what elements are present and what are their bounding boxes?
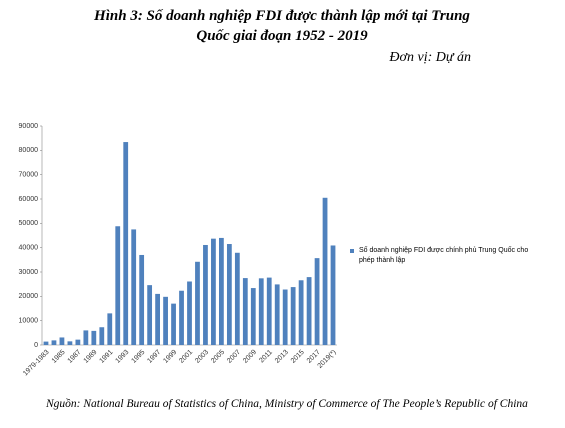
chart-subtitle: Đơn vị: Dự án [389, 50, 471, 65]
x-tick-label: 1985 [51, 349, 67, 365]
y-tick-label: 60000 [19, 196, 39, 203]
bar [91, 330, 97, 345]
y-tick-label: 70000 [19, 172, 39, 179]
bar [306, 277, 312, 345]
legend-key [350, 249, 354, 253]
bar [314, 258, 320, 345]
legend-label: Số doanh nghiệp FDI được chính phủ Trung… [359, 247, 529, 264]
bar [322, 197, 328, 345]
bar [195, 261, 200, 345]
x-tick-label: 1987 [67, 349, 83, 365]
x-tick-label: 1995 [130, 349, 146, 365]
x-tick-label: 2011 [258, 349, 274, 365]
x-tick-label: 2007 [226, 349, 242, 365]
bar [83, 330, 89, 345]
source: Nguồn: National Bureau of Statistics of … [46, 398, 528, 410]
y-tick-label: 10000 [19, 318, 39, 325]
bar [226, 244, 232, 345]
bar [59, 337, 65, 345]
bar [75, 339, 81, 345]
y-tick-label: 20000 [19, 293, 39, 300]
bar [99, 327, 105, 345]
bar [67, 341, 73, 345]
x-tick-label: 2013 [274, 349, 290, 365]
bar [187, 281, 192, 345]
x-tick-label: 1989 [83, 349, 99, 365]
bar [211, 238, 216, 345]
x-tick-label: 2009 [242, 349, 258, 365]
y-tick-label: 80000 [19, 147, 39, 154]
bar [290, 287, 296, 345]
bar [115, 226, 121, 345]
legend: Số doanh nghiệp FDI được chính phủ Trung… [350, 246, 534, 266]
bar [147, 285, 153, 345]
chart-title: Hình 3: Số doanh nghiệp FDI được thành l… [94, 8, 470, 44]
bar [131, 229, 137, 345]
x-tick-label: 2003 [194, 349, 210, 365]
bar [219, 237, 224, 345]
x-tick-label: 1997 [146, 349, 162, 365]
y-tick-label: 0 [34, 342, 38, 349]
y-tick-label: 90000 [19, 123, 39, 130]
bar [250, 288, 256, 345]
bar [258, 278, 264, 345]
bar [179, 290, 184, 345]
bar [171, 303, 176, 345]
x-tick-label: 2015 [290, 349, 306, 365]
x-tick-label: 1993 [114, 349, 130, 365]
y-tick-label: 30000 [19, 269, 39, 276]
bar [242, 278, 248, 345]
bar [266, 277, 272, 345]
bar [107, 313, 113, 345]
x-tick-label: 1991 [99, 349, 115, 365]
x-tick-label: 1999 [162, 349, 178, 365]
bar [123, 142, 129, 345]
x-tick-label: 2005 [210, 349, 226, 365]
x-tick-label: 1979-1983 [22, 349, 51, 378]
bar [139, 254, 145, 345]
bar [234, 252, 240, 345]
bar [155, 293, 160, 345]
bar [163, 296, 168, 345]
bar [282, 289, 288, 345]
bar [43, 341, 49, 345]
bar [298, 280, 304, 345]
y-tick-label: 50000 [19, 220, 39, 227]
bar [203, 244, 208, 345]
bar [51, 340, 57, 345]
bar [330, 245, 336, 345]
x-tick-label: 2001 [178, 349, 194, 365]
y-tick-label: 40000 [19, 245, 39, 252]
bar [274, 284, 280, 345]
